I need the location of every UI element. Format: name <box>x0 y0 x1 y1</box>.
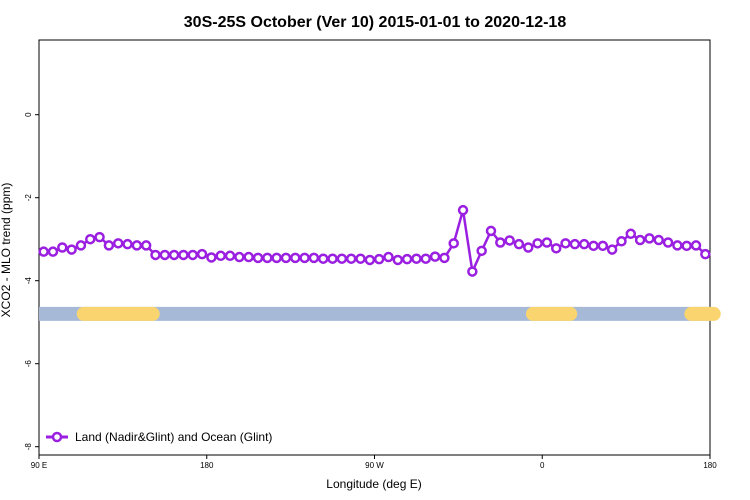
data-point <box>196 248 208 260</box>
legend-entry: Land (Nadir&Glint) and Ocean (Glint) <box>75 430 272 444</box>
data-point <box>448 238 459 249</box>
data-point <box>550 243 562 254</box>
data-point <box>187 249 199 261</box>
data-point <box>578 238 590 250</box>
data-point <box>476 245 487 257</box>
x-tick-label: 90 W <box>365 461 384 470</box>
data-point <box>112 238 124 249</box>
data-point <box>252 252 264 264</box>
data-point <box>122 238 133 250</box>
data-point <box>262 252 273 264</box>
y-tick-label: -6 <box>24 360 33 368</box>
data-point <box>495 237 506 248</box>
data-point <box>140 240 152 251</box>
data-point <box>383 251 394 263</box>
chart-title: 30S-25S October (Ver 10) 2015-01-01 to 2… <box>184 14 567 31</box>
data-point <box>588 240 599 252</box>
y-axis-label: XCO2 - MLO trend (ppm) <box>0 183 13 318</box>
y-axis: 0 -2 -4 -6 -8 <box>24 112 39 450</box>
data-point <box>85 233 96 245</box>
data-point <box>653 234 664 246</box>
data-point <box>206 252 217 263</box>
legend-marker <box>51 431 63 443</box>
data-point <box>168 249 180 261</box>
data-point <box>606 244 618 255</box>
data-point <box>616 236 627 247</box>
data-point <box>215 250 226 262</box>
data-point <box>569 238 581 250</box>
data-point <box>38 246 49 257</box>
data-point <box>234 251 245 263</box>
data-point <box>336 253 348 264</box>
data-point <box>672 240 683 251</box>
data-point <box>355 253 366 264</box>
data-point <box>75 240 87 251</box>
data-point <box>523 242 534 253</box>
y-tick-label: -8 <box>24 443 33 451</box>
data-point <box>243 251 254 263</box>
data-point <box>662 237 674 248</box>
data-point <box>504 235 515 246</box>
data-point <box>47 246 59 257</box>
data-point <box>411 253 422 264</box>
data-point <box>681 240 692 252</box>
x-tick-label: 180 <box>703 461 717 470</box>
data-point <box>644 233 655 244</box>
data-point <box>420 253 432 264</box>
x-tick-label: 180 <box>200 461 214 470</box>
x-axis-label: Longitude (deg E) <box>326 477 421 491</box>
data-point <box>131 240 143 251</box>
x-tick-label: 90 E <box>31 461 47 470</box>
data-point <box>290 252 301 264</box>
data-point <box>57 242 68 253</box>
data-point <box>150 249 161 261</box>
x-tick-label: 0 <box>540 461 545 470</box>
surface-bands <box>39 306 721 321</box>
data-point <box>439 252 450 264</box>
data-point <box>345 253 357 264</box>
y-tick-label: -4 <box>24 277 33 285</box>
data-point <box>94 231 105 243</box>
data-point <box>457 204 469 216</box>
data-point <box>532 238 543 249</box>
x-axis: 90 E 180 90 W 0 180 <box>31 455 717 470</box>
data-point <box>597 240 609 252</box>
data-point <box>625 228 637 240</box>
data-point <box>103 240 115 251</box>
data-point <box>308 252 320 264</box>
data-point <box>280 252 292 264</box>
data-point <box>485 225 497 237</box>
data-point <box>224 250 236 262</box>
data-point <box>66 244 77 255</box>
data-point <box>178 249 189 261</box>
data-point <box>560 238 571 249</box>
data-point <box>271 252 282 264</box>
data-point <box>373 253 385 265</box>
y-tick-label: -2 <box>24 194 33 202</box>
data-point <box>364 254 376 266</box>
data-point <box>392 254 404 266</box>
series-line <box>43 209 707 276</box>
data-point <box>429 251 441 262</box>
data-point <box>299 252 310 264</box>
data-point <box>700 248 711 260</box>
data-point <box>634 234 646 246</box>
data-point <box>317 253 329 264</box>
data-point <box>467 266 478 277</box>
data-point <box>401 253 413 265</box>
data-point <box>327 253 338 264</box>
series-layer <box>38 204 711 277</box>
y-tick-label: 0 <box>24 112 33 117</box>
data-point <box>541 237 553 248</box>
legend: Land (Nadir&Glint) and Ocean (Glint) <box>46 430 272 444</box>
data-point <box>513 238 525 250</box>
data-point <box>690 240 702 251</box>
data-point <box>159 249 171 261</box>
